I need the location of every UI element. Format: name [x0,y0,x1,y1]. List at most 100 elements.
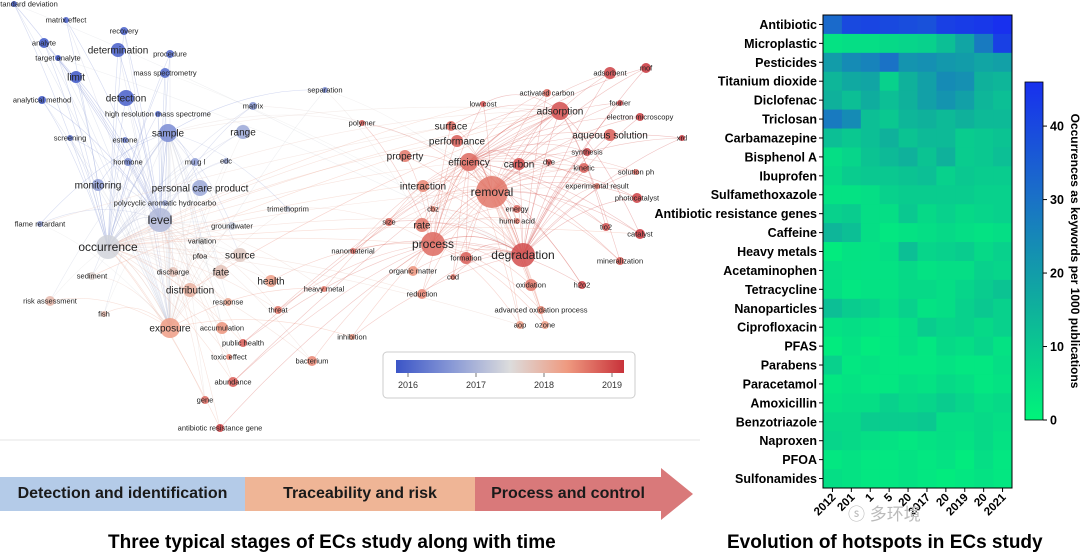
network-node [249,102,257,110]
heatmap-cell [974,469,994,489]
y-tick-label: Tetracycline [745,283,817,297]
network-edge [491,102,621,193]
network-edge [69,137,109,248]
heatmap-cell [917,109,937,129]
heatmap-cell [879,185,899,205]
network-node [616,257,624,265]
network-node [359,120,365,126]
network-node [233,248,247,262]
network-edge [167,132,201,257]
network-node-label: occurrence [78,240,138,254]
network-edge [422,185,524,256]
network-edge [324,89,493,193]
heatmap-cell [879,260,899,281]
heatmap-cell [993,90,1013,110]
network-node-label: inhibition [337,333,367,342]
network-node [168,267,178,277]
network-edge [522,110,561,256]
network-edge [167,132,206,401]
network-node-label: edc [220,157,232,166]
network-node-label: low cost [469,100,497,109]
heatmap-cell [993,374,1013,394]
network-node [594,183,600,189]
heatmap-cell [841,260,862,281]
network-edge [117,49,161,221]
y-tick-label: Sulfamethoxazole [711,188,817,202]
network-node-label: polymer [349,119,376,128]
heatmap-cell [917,33,937,54]
network-edge [522,151,588,256]
heatmap-cell [993,336,1013,356]
network-edge [559,110,641,235]
heatmap-cell [993,52,1013,73]
network-node-label: relative standard deviation [0,0,58,9]
heatmap-cell [993,260,1013,281]
heatmap-cell [936,450,956,470]
network-edge [65,19,171,329]
heatmap-cell [974,336,994,356]
network-edge [43,42,171,329]
network-edge [107,132,169,248]
heatmap-cell [993,204,1013,224]
network-edge [219,243,434,429]
x-tick-label: 2019 [944,492,971,519]
network-node [307,356,317,366]
network-node-label: experimental result [565,182,629,191]
heatmap-cell [860,71,881,92]
network-edge [65,19,161,221]
heatmap-cell [841,393,862,413]
network-edge [13,3,109,248]
network-node [537,306,545,314]
colorbar: 0 10 20 30 40 Occurrences as keywords per 100… [1024,81,1080,428]
network-node [322,87,328,93]
heatmap-cell [917,431,937,451]
network-node-label: process [412,237,454,251]
network-edge [169,208,289,329]
heatmap-cell [955,223,975,243]
heatmap-cell [879,450,899,470]
heatmap-cell [841,204,862,224]
network-edge [450,104,561,127]
colorbar-bar [1024,81,1044,421]
network-edge [311,243,434,362]
network-edge [157,113,161,221]
heatmap-cell [993,147,1013,167]
heatmap-cell [936,128,956,148]
network-node [70,71,82,83]
y-tick-label: Parabens [761,359,817,373]
network-edge [242,243,434,344]
network-edge [107,113,159,248]
network-edge [164,72,171,329]
y-tick-label: Paracetamol [743,377,817,391]
heatmap-cell [917,412,937,432]
heatmap-cell [936,90,956,110]
network-node [265,275,277,287]
heatmap-cell [898,374,918,394]
network-edge [107,226,641,248]
network-node-label: bacterium [296,357,329,366]
network-edge [468,110,561,163]
network-node-label: limit [67,73,85,84]
network-node [636,113,644,121]
network-node [546,159,552,165]
heatmap-cell [860,147,881,167]
network-node-label: size [382,218,395,227]
heatmap-cell [823,223,843,243]
heatmap-cell [823,242,843,262]
network-node [679,135,685,141]
stage-process-label: Process and control [475,477,661,511]
network-edge [49,298,171,329]
network-edge [159,219,244,344]
network-edge [123,30,171,329]
network-edge [491,134,611,193]
network-node-label: interaction [400,182,446,193]
network-edge [159,219,279,311]
heatmap-cell [879,90,899,110]
stage-detection-label: Detection and identification [0,477,245,511]
heatmap-cell [993,469,1013,489]
network-edge [491,92,548,193]
network-node [617,100,623,106]
network-edge [107,72,166,248]
heatmap-cell [955,242,975,262]
network-edge [103,132,169,315]
